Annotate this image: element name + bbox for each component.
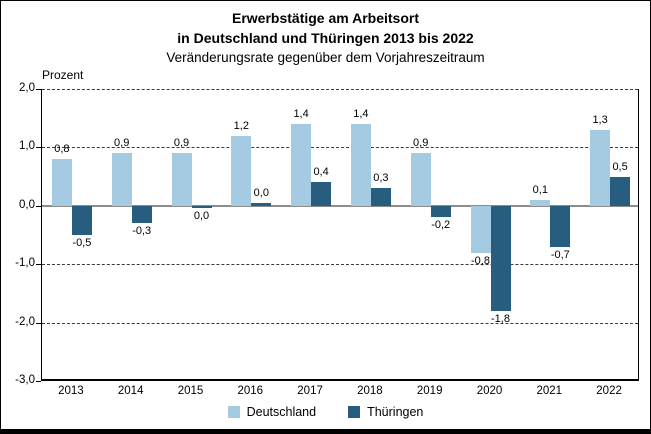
y-tick-label--3,0: -3,0	[15, 374, 35, 386]
y-tick-label-0,0: 0,0	[19, 198, 35, 211]
x-tick-label-2018: 2018	[357, 385, 383, 397]
bar-deutschland-2020	[470, 205, 491, 253]
legend-item-thueringen: Thüringen	[348, 405, 423, 419]
x-tick-label-2022: 2022	[596, 385, 622, 397]
bar-value-label-deutschland-2020: -0,8	[471, 254, 490, 267]
bar-deutschland-2017	[291, 124, 312, 206]
gridline	[42, 264, 638, 266]
bar-value-label-deutschland-2016: 1,2	[233, 119, 249, 132]
x-tick-label-2019: 2019	[416, 385, 443, 397]
x-tick-label-2020: 2020	[476, 385, 503, 397]
x-tick-label-2017: 2017	[297, 385, 323, 397]
bottom-border-bar	[1, 429, 650, 433]
x-tick-label-2013: 2013	[58, 385, 84, 397]
bar-value-label-thueringen-2021: -0,7	[550, 248, 570, 261]
bar-deutschland-2022	[590, 129, 611, 206]
bar-value-label-deutschland-2014: 0,9	[114, 137, 130, 150]
bar-thueringen-2014	[131, 205, 152, 224]
legend: Deutschland Thüringen	[1, 405, 650, 419]
gridline-top	[42, 89, 638, 90]
chart-titles: Erwerbstätige am Arbeitsort in Deutschla…	[1, 8, 650, 68]
bar-thueringen-2019	[430, 205, 451, 218]
x-tick-label-2015: 2015	[177, 385, 204, 397]
x-tick-label-2014: 2014	[117, 385, 144, 397]
bar-deutschland-2013	[51, 159, 72, 206]
bar-thueringen-2017	[311, 182, 332, 206]
bar-value-label-thueringen-2022: 0,5	[612, 160, 628, 173]
bar-deutschland-2021	[530, 199, 551, 206]
bar-thueringen-2015	[191, 205, 212, 208]
x-tick-label-2016: 2016	[237, 385, 264, 397]
y-tick-mark	[36, 89, 41, 90]
bar-thueringen-2020	[490, 205, 511, 311]
bar-deutschland-2015	[171, 153, 192, 206]
y-tick-label-1,0: 1,0	[19, 140, 35, 153]
bar-value-label-thueringen-2020: -1,8	[491, 312, 510, 325]
bar-value-label-deutschland-2021: 0,1	[532, 183, 548, 196]
bar-deutschland-2016	[231, 135, 252, 206]
bar-value-label-deutschland-2017: 1,4	[293, 108, 309, 121]
bar-thueringen-2013	[71, 205, 92, 235]
bar-value-label-thueringen-2015: 0,0	[193, 209, 210, 222]
y-tick-mark	[36, 205, 41, 207]
bar-deutschland-2014	[111, 153, 132, 206]
chart-title-line-2: in Deutschland und Thüringen 2013 bis 20…	[177, 30, 474, 46]
bar-value-label-thueringen-2014: -0,3	[132, 225, 152, 238]
bar-value-label-deutschland-2019: 0,9	[413, 137, 429, 150]
y-tick-mark	[36, 381, 41, 382]
bar-deutschland-2018	[350, 124, 371, 206]
y-tick-mark	[36, 264, 41, 266]
zero-line	[42, 204, 638, 207]
bar-value-label-deutschland-2015: 0,9	[173, 137, 190, 150]
legend-item-deutschland: Deutschland	[227, 405, 317, 419]
y-tick-label--2,0: -2,0	[15, 315, 35, 328]
y-tick-label-2,0: 2,0	[19, 82, 35, 94]
legend-swatch-deutschland	[227, 406, 240, 418]
bar-value-label-thueringen-2019: -0,2	[431, 219, 451, 232]
bar-value-label-deutschland-2022: 1,3	[592, 113, 608, 126]
bar-value-label-deutschland-2018: 1,4	[353, 108, 369, 121]
bar-deutschland-2019	[410, 153, 431, 206]
bar-thueringen-2022	[610, 176, 631, 206]
gridline	[42, 147, 638, 149]
bar-thueringen-2016	[251, 202, 272, 206]
legend-label-thueringen: Thüringen	[367, 405, 424, 419]
chart-title-line-1: Erwerbstätige am Arbeitsort	[232, 10, 419, 26]
bar-value-label-thueringen-2013: -0,5	[72, 237, 92, 249]
legend-label-deutschland: Deutschland	[246, 405, 317, 419]
y-tick-label--1,0: -1,0	[15, 257, 35, 270]
legend-swatch-thueringen	[348, 406, 361, 418]
bar-thueringen-2018	[370, 188, 391, 206]
bar-value-label-deutschland-2013: 0,8	[54, 143, 70, 156]
bar-value-label-thueringen-2017: 0,4	[313, 166, 329, 179]
bar-value-label-thueringen-2016: 0,0	[253, 186, 269, 199]
gridline	[42, 322, 638, 324]
chart-subtitle: Veränderungsrate gegenüber dem Vorjahres…	[166, 50, 485, 65]
y-tick-mark	[36, 147, 41, 149]
plot-area: 0,8 0,9 0,9 1,2 1,4 1,4 0,9 -0,8 0,1 1,3 -0,5 -0,3 0…	[41, 89, 639, 381]
y-tick-mark	[36, 322, 41, 324]
y-axis-unit-label: Prozent	[42, 68, 84, 82]
x-tick-label-2021: 2021	[536, 385, 563, 397]
bar-value-label-thueringen-2018: 0,3	[373, 172, 389, 185]
bar-thueringen-2021	[550, 205, 571, 247]
